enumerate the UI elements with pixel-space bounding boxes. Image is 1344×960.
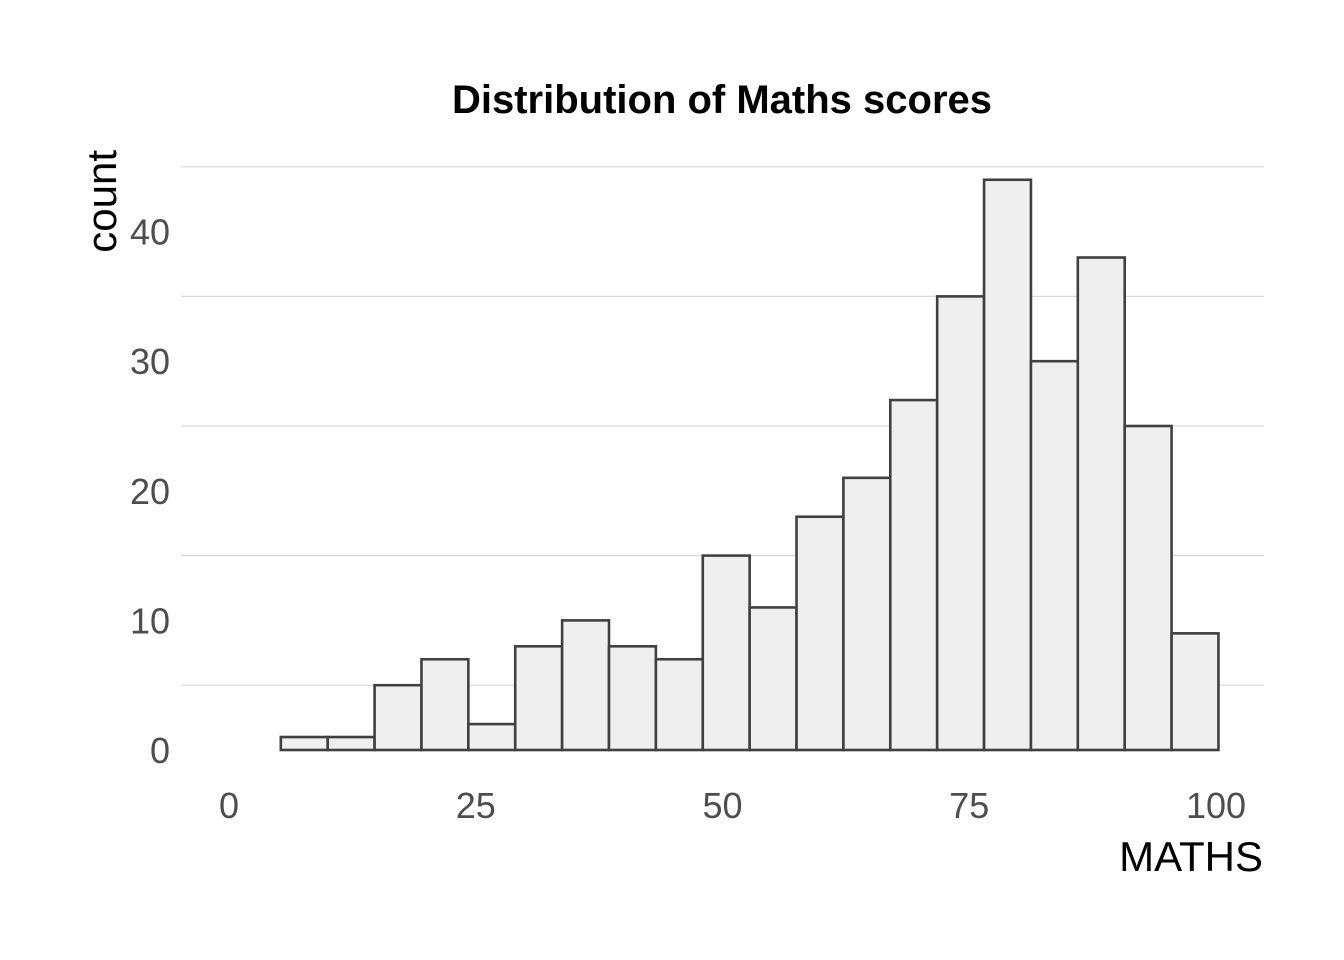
- y-axis-title: count: [78, 150, 125, 253]
- histogram-bars: [279, 178, 1220, 752]
- y-tick-label: 0: [150, 730, 170, 771]
- x-tick-label: 0: [219, 785, 239, 826]
- histogram-bar: [607, 645, 658, 752]
- histogram-bar: [467, 722, 517, 752]
- x-tick-label: 25: [456, 785, 496, 826]
- histogram-bar: [420, 657, 470, 752]
- histogram-bar: [982, 178, 1033, 752]
- chart-title: Distribution of Maths scores: [452, 78, 992, 122]
- histogram-bar: [701, 554, 751, 752]
- histogram-bar: [373, 683, 423, 752]
- histogram-bar: [935, 295, 986, 752]
- histogram-bar: [1076, 256, 1127, 752]
- histogram-bar: [1029, 359, 1080, 752]
- histogram-bar: [1170, 632, 1220, 752]
- histogram-bar: [279, 735, 330, 752]
- histogram-bar: [888, 398, 939, 752]
- x-tick-label: 100: [1186, 785, 1246, 826]
- y-tick-label: 40: [130, 212, 170, 253]
- histogram-bar: [1123, 424, 1173, 752]
- x-axis-ticks: 0 25 50 75 100: [219, 785, 1246, 826]
- histogram-bar: [795, 515, 845, 752]
- histogram-bar: [560, 619, 611, 752]
- y-tick-label: 10: [130, 600, 170, 641]
- y-tick-label: 20: [130, 471, 170, 512]
- histogram-bar: [842, 476, 892, 752]
- x-tick-label: 75: [949, 785, 989, 826]
- histogram-bar: [748, 606, 798, 752]
- histogram-bar: [654, 657, 705, 752]
- histogram-bar: [513, 645, 564, 752]
- y-axis-ticks: 0 10 20 30 40: [130, 212, 170, 771]
- y-tick-label: 30: [130, 341, 170, 382]
- histogram-bar: [326, 735, 376, 752]
- x-tick-label: 50: [702, 785, 742, 826]
- x-axis-title: MATHS: [1119, 833, 1263, 880]
